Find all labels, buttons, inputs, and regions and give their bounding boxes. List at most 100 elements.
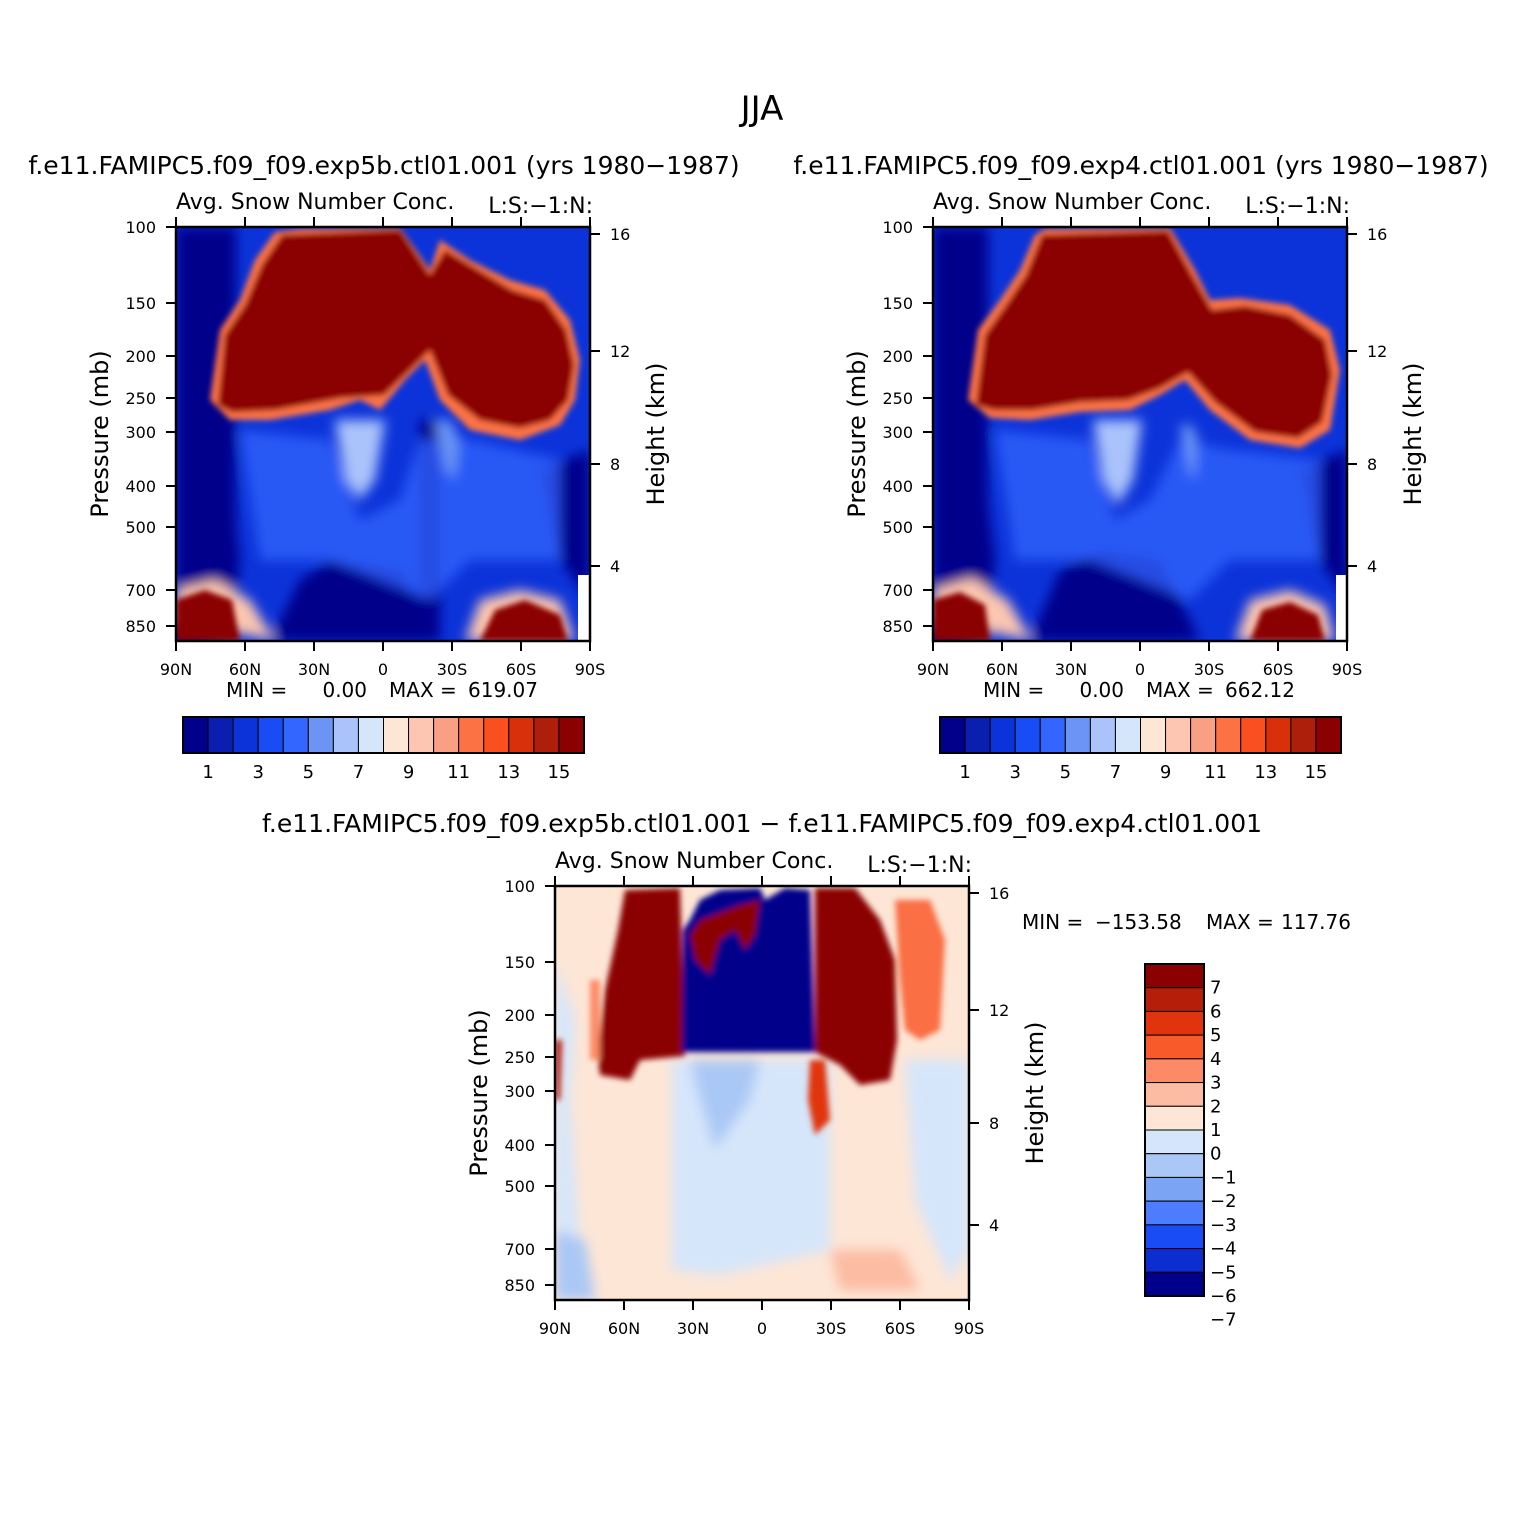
colorbar-swatch: [257, 716, 284, 754]
colorbar-label: 1: [1210, 1120, 1221, 1141]
panel-3-subtitle-left: Avg. Snow Number Conc.: [555, 849, 833, 874]
panel-1-ylabel: Pressure (mb): [86, 350, 114, 517]
colorbar-swatch: [1190, 716, 1217, 754]
colorbar-label: 2: [1210, 1096, 1221, 1117]
panel-2-ytick: 100: [882, 218, 913, 237]
colorbar-label: 13: [497, 762, 520, 783]
colorbar-swatch: [533, 716, 560, 754]
panel-2-ytick: 250: [882, 389, 913, 408]
panel-1-ytick: 500: [125, 518, 156, 537]
panel-3-xtick: 30S: [816, 1319, 847, 1338]
panel-1-max-value: 619.07: [468, 678, 538, 702]
colorbar-label: 1: [202, 762, 213, 783]
colorbar-label: −4: [1210, 1239, 1237, 1260]
colorbar-swatch: [1144, 1271, 1205, 1297]
colorbar-swatch: [1315, 716, 1342, 754]
panel-2-title: f.e11.FAMIPC5.f09_f09.exp4.ctl01.001 (yr…: [793, 151, 1488, 180]
panel-2-ylabel: Pressure (mb): [843, 350, 871, 517]
panel-2-ytick: 150: [882, 294, 913, 313]
panel-2: f.e11.FAMIPC5.f09_f09.exp4.ctl01.001 (yr…: [793, 151, 1488, 783]
panel-1-ytick: 700: [125, 581, 156, 600]
colorbar-swatch: [1144, 1129, 1205, 1155]
panel-3-ylabel: Pressure (mb): [465, 1009, 493, 1176]
panel-3-x-ticks: 90N 60N 30N 0 30S 60S 90S: [539, 1319, 984, 1338]
panel-1-xtick: 30S: [437, 660, 468, 679]
colorbar-label: 6: [1210, 1001, 1221, 1022]
colorbar-label: 15: [1304, 762, 1327, 783]
panel-3-min-label: MIN =: [1022, 910, 1083, 934]
colorbar-swatch: [232, 716, 259, 754]
colorbar-swatch: [383, 716, 410, 754]
panel-3-ytick-right: 4: [989, 1216, 999, 1235]
panel-2-x-ticks: 90N 60N 30N 0 30S 60S 90S: [917, 660, 1362, 679]
panel-3-y-tickmarks: [545, 876, 979, 1310]
panel-2-xtick: 90S: [1332, 660, 1363, 679]
colorbar-swatch: [1144, 1153, 1205, 1178]
panel-3-y-ticks-right: 16 12 8 4: [989, 884, 1009, 1235]
panel-1-xtick: 90N: [160, 660, 192, 679]
colorbar-swatch: [1144, 1105, 1205, 1131]
panel-1-ytick: 200: [125, 347, 156, 366]
colorbar-label: −1: [1210, 1167, 1237, 1188]
panel-2-ytick-right: 16: [1367, 225, 1387, 244]
panel-2-xtick: 30N: [1055, 660, 1087, 679]
colorbar-label: 5: [1060, 762, 1071, 783]
colorbar-swatch: [408, 716, 435, 754]
panel-3-ytick: 850: [504, 1276, 535, 1295]
panel-3-field: [555, 886, 969, 1300]
panel-2-ytick: 300: [882, 423, 913, 442]
panel-1-xtick: 0: [378, 660, 388, 679]
panel-1-min-label: MIN =: [226, 678, 287, 702]
panel-2-colorbar: 1 3 5 7 9 11 13 15: [939, 716, 1342, 783]
colorbar-label: 3: [252, 762, 263, 783]
colorbar-swatch: [182, 716, 209, 754]
colorbar-swatch: [1064, 716, 1091, 754]
panel-3-xtick: 0: [757, 1319, 767, 1338]
panel-1-xtick: 90S: [575, 660, 606, 679]
colorbar-frame: [182, 716, 585, 754]
colorbar-swatch: [1144, 1200, 1205, 1226]
panel-2-subtitle-right: L:S:−1:N:: [1245, 194, 1350, 219]
colorbar-label: 5: [303, 762, 314, 783]
colorbar-swatch: [989, 716, 1016, 754]
panel-2-y-ticks-right: 16 12 8 4: [1367, 225, 1387, 576]
panel-2-y-ticks: 100 150 200 250 300 400 500 700 850: [882, 218, 913, 636]
colorbar-swatch: [1144, 1224, 1205, 1250]
colorbar-label: 5: [1210, 1025, 1221, 1046]
colorbar-swatch: [964, 716, 991, 754]
colorbar-swatch: [1144, 1034, 1205, 1060]
panel-3-title: f.e11.FAMIPC5.f09_f09.exp5b.ctl01.001 − …: [262, 809, 1262, 838]
panel-2-max-label: MAX =: [1146, 678, 1214, 702]
panel-3-max-label: MAX =: [1206, 910, 1274, 934]
panel-3-xtick: 30N: [677, 1319, 709, 1338]
panel-1-ytick-right: 12: [610, 342, 630, 361]
panel-2-xtick: 90N: [917, 660, 949, 679]
panel-2-xtick: 60N: [986, 660, 1018, 679]
panel-3-ytick: 250: [504, 1048, 535, 1067]
panel-1-xtick: 30N: [298, 660, 330, 679]
colorbar-swatch: [1215, 716, 1242, 754]
panel-1-ylabel-right: Height (km): [642, 363, 670, 506]
panel-1-ytick-right: 16: [610, 225, 630, 244]
colorbar-swatch: [1165, 716, 1192, 754]
colorbar-swatch: [1039, 716, 1066, 754]
panel-3-ytick: 200: [504, 1006, 535, 1025]
colorbar-frame: [939, 716, 1342, 754]
panel-2-max-value: 662.12: [1225, 678, 1295, 702]
panel-3-max-value: 117.76: [1281, 910, 1351, 934]
panel-3-ytick: 500: [504, 1177, 535, 1196]
panel-2-min-value: 0.00: [1079, 678, 1124, 702]
colorbar-swatch: [282, 716, 309, 754]
colorbar-swatch: [433, 716, 460, 754]
panel-3-ytick-right: 16: [989, 884, 1009, 903]
colorbar-swatch: [332, 716, 359, 754]
colorbar-swatch: [207, 716, 234, 754]
colorbar-swatch: [307, 716, 334, 754]
colorbar-label: 9: [403, 762, 414, 783]
panel-1-subtitle-left: Avg. Snow Number Conc.: [176, 190, 454, 215]
colorbar-swatch: [1144, 1082, 1205, 1107]
panel-1-field: [176, 227, 590, 641]
colorbar-label: 11: [447, 762, 470, 783]
panel-3-ytick: 400: [504, 1136, 535, 1155]
panel-3-y-ticks: 100 150 200 250 300 400 500 700 850: [504, 877, 535, 1295]
